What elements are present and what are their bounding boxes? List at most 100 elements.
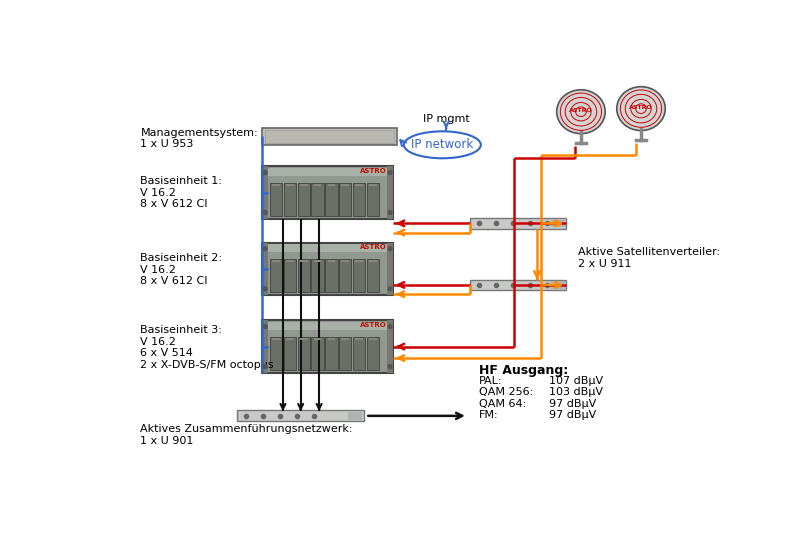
Circle shape (388, 211, 392, 214)
FancyBboxPatch shape (551, 220, 565, 227)
FancyBboxPatch shape (470, 218, 566, 229)
FancyBboxPatch shape (270, 337, 282, 370)
FancyBboxPatch shape (264, 322, 391, 329)
FancyBboxPatch shape (284, 183, 296, 216)
FancyBboxPatch shape (387, 243, 393, 295)
FancyBboxPatch shape (262, 320, 268, 373)
FancyBboxPatch shape (369, 260, 377, 262)
FancyBboxPatch shape (311, 260, 324, 292)
FancyBboxPatch shape (262, 166, 268, 219)
Text: Basiseinheit 1:
V 16.2
8 x V 612 CI: Basiseinheit 1: V 16.2 8 x V 612 CI (141, 176, 222, 209)
FancyBboxPatch shape (298, 260, 310, 292)
FancyBboxPatch shape (342, 184, 349, 186)
Text: IP network: IP network (411, 138, 474, 151)
Circle shape (388, 325, 392, 328)
Text: Aktives Zusammenführungsnetzwerk:
1 x U 901: Aktives Zusammenführungsnetzwerk: 1 x U … (141, 424, 353, 446)
Text: 97 dBμV: 97 dBμV (549, 410, 596, 421)
FancyBboxPatch shape (349, 412, 362, 419)
FancyBboxPatch shape (355, 260, 363, 262)
Circle shape (388, 287, 392, 290)
FancyBboxPatch shape (262, 243, 393, 295)
FancyBboxPatch shape (470, 280, 566, 290)
Circle shape (263, 325, 267, 328)
Text: PAL:: PAL: (479, 376, 503, 386)
Text: QAM 256:: QAM 256: (479, 387, 534, 398)
Circle shape (388, 171, 392, 174)
FancyBboxPatch shape (339, 337, 351, 370)
Circle shape (263, 365, 267, 368)
Circle shape (263, 211, 267, 214)
FancyBboxPatch shape (328, 260, 335, 262)
FancyBboxPatch shape (353, 337, 366, 370)
FancyBboxPatch shape (264, 244, 391, 252)
FancyBboxPatch shape (262, 166, 393, 219)
FancyBboxPatch shape (286, 338, 294, 340)
FancyBboxPatch shape (367, 183, 379, 216)
Text: ASTRO: ASTRO (360, 244, 387, 250)
FancyBboxPatch shape (339, 183, 351, 216)
FancyBboxPatch shape (314, 260, 322, 262)
FancyBboxPatch shape (284, 260, 296, 292)
FancyBboxPatch shape (314, 184, 322, 186)
FancyBboxPatch shape (311, 337, 324, 370)
FancyBboxPatch shape (551, 281, 565, 289)
Text: QAM 64:: QAM 64: (479, 399, 526, 409)
FancyBboxPatch shape (367, 337, 379, 370)
FancyBboxPatch shape (314, 338, 322, 340)
Text: 103 dBμV: 103 dBμV (549, 387, 602, 398)
FancyBboxPatch shape (342, 260, 349, 262)
FancyBboxPatch shape (298, 183, 310, 216)
Circle shape (388, 247, 392, 251)
FancyBboxPatch shape (342, 338, 349, 340)
FancyBboxPatch shape (286, 184, 294, 186)
FancyBboxPatch shape (298, 337, 310, 370)
FancyBboxPatch shape (264, 168, 391, 175)
FancyBboxPatch shape (387, 166, 393, 219)
FancyBboxPatch shape (353, 260, 366, 292)
FancyBboxPatch shape (300, 338, 307, 340)
Text: HF Ausgang:: HF Ausgang: (479, 364, 569, 377)
FancyBboxPatch shape (286, 260, 294, 262)
Circle shape (263, 247, 267, 251)
FancyBboxPatch shape (369, 338, 377, 340)
FancyBboxPatch shape (262, 243, 268, 295)
Ellipse shape (557, 90, 605, 134)
FancyBboxPatch shape (311, 183, 324, 216)
FancyBboxPatch shape (270, 183, 282, 216)
FancyBboxPatch shape (237, 410, 364, 421)
Circle shape (263, 287, 267, 290)
FancyBboxPatch shape (387, 320, 393, 373)
FancyBboxPatch shape (326, 337, 338, 370)
FancyBboxPatch shape (262, 320, 393, 373)
Ellipse shape (404, 131, 481, 158)
Text: Basiseinheit 2:
V 16.2
8 x V 612 CI: Basiseinheit 2: V 16.2 8 x V 612 CI (141, 253, 222, 286)
Text: 107 dBμV: 107 dBμV (549, 376, 602, 386)
Text: ASTRO: ASTRO (629, 104, 653, 110)
FancyBboxPatch shape (369, 184, 377, 186)
FancyBboxPatch shape (328, 184, 335, 186)
Circle shape (388, 365, 392, 368)
FancyBboxPatch shape (262, 128, 397, 145)
FancyBboxPatch shape (272, 184, 280, 186)
Text: Managementsystem:
1 x U 953: Managementsystem: 1 x U 953 (141, 128, 258, 149)
FancyBboxPatch shape (272, 338, 280, 340)
FancyBboxPatch shape (353, 183, 366, 216)
Circle shape (263, 171, 267, 174)
Text: IP mgmt: IP mgmt (423, 115, 470, 124)
Text: ASTRO: ASTRO (569, 108, 593, 112)
FancyBboxPatch shape (339, 260, 351, 292)
Text: Aktive Satellitenverteiler:
2 x U 911: Aktive Satellitenverteiler: 2 x U 911 (578, 247, 720, 269)
FancyBboxPatch shape (367, 260, 379, 292)
FancyBboxPatch shape (355, 338, 363, 340)
FancyBboxPatch shape (266, 130, 394, 142)
FancyBboxPatch shape (326, 183, 338, 216)
FancyBboxPatch shape (300, 260, 307, 262)
Text: FM:: FM: (479, 410, 499, 421)
Ellipse shape (617, 87, 666, 131)
FancyBboxPatch shape (284, 337, 296, 370)
Text: 97 dBμV: 97 dBμV (549, 399, 596, 409)
Text: ASTRO: ASTRO (360, 168, 387, 174)
Text: Basiseinheit 3:
V 16.2
6 x V 514
2 x X-DVB-S/FM octopus: Basiseinheit 3: V 16.2 6 x V 514 2 x X-D… (141, 325, 274, 370)
FancyBboxPatch shape (270, 260, 282, 292)
FancyBboxPatch shape (326, 260, 338, 292)
